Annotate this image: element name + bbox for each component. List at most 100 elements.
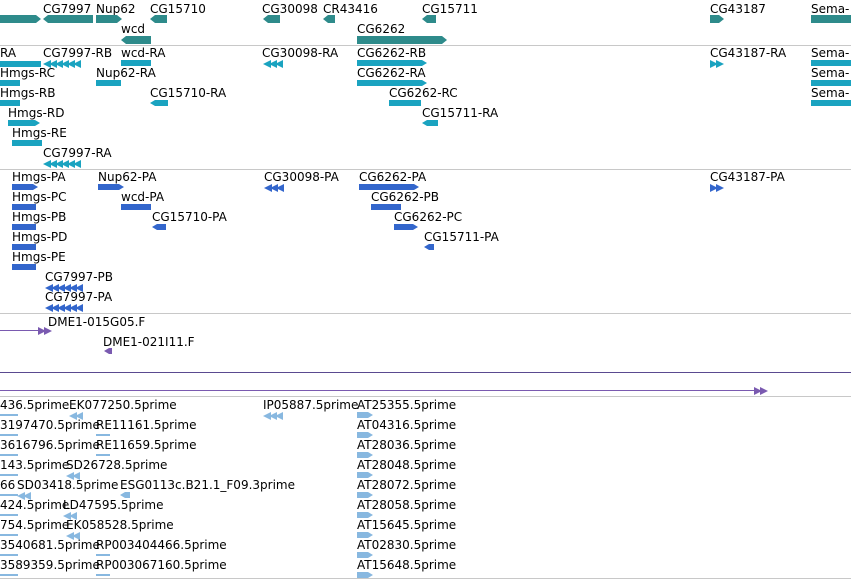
transcript-label[interactable]: CG6262-RC <box>389 86 458 100</box>
est-feature[interactable] <box>357 492 373 498</box>
transcript-feature[interactable] <box>150 100 168 106</box>
est-label[interactable]: AT02830.5prime <box>357 538 457 552</box>
gene-label[interactable]: Sema- <box>811 2 850 16</box>
transcript-label[interactable]: CG7997-RA <box>43 146 112 160</box>
transcript-label[interactable]: CG6262-RA <box>357 66 426 80</box>
est-label[interactable]: RE11161.5prime <box>96 418 197 432</box>
clone-line[interactable] <box>0 330 48 331</box>
gene-label[interactable]: wcd <box>121 22 146 36</box>
est-label[interactable]: 436.5prime <box>0 398 70 412</box>
transcript-feature[interactable] <box>121 60 151 66</box>
est-label[interactable]: ESG0113c.B21.1_F09.3prime <box>120 478 295 492</box>
transcript-feature[interactable] <box>96 80 121 86</box>
est-feature[interactable] <box>0 434 18 436</box>
protein-feature[interactable] <box>121 204 151 210</box>
protein-label[interactable]: CG6262-PB <box>371 190 440 204</box>
est-feature[interactable] <box>0 454 18 456</box>
protein-label[interactable]: CG15711-PA <box>424 230 499 244</box>
gene-feature[interactable] <box>811 15 851 23</box>
est-feature[interactable] <box>0 534 18 536</box>
transcript-feature[interactable] <box>357 60 427 66</box>
transcript-feature[interactable] <box>12 140 42 146</box>
protein-feature[interactable] <box>424 244 434 250</box>
protein-label[interactable]: CG15710-PA <box>152 210 227 224</box>
transcript-feature[interactable] <box>389 100 421 106</box>
est-feature[interactable] <box>357 552 373 558</box>
gene-feature[interactable] <box>121 36 151 44</box>
est-label[interactable]: 424.5prime <box>0 498 70 512</box>
transcript-feature[interactable] <box>0 80 20 86</box>
gene-feature[interactable] <box>263 15 280 23</box>
est-feature[interactable] <box>96 454 110 456</box>
protein-feature[interactable] <box>152 224 166 230</box>
clone-label[interactable]: DME1-015G05.F <box>48 315 146 329</box>
est-feature[interactable] <box>357 452 373 458</box>
gene-feature[interactable] <box>43 15 93 23</box>
est-label[interactable]: 3616796.5prime <box>0 438 100 452</box>
est-feature[interactable] <box>0 414 18 416</box>
clone-feature[interactable] <box>104 348 112 354</box>
est-feature[interactable] <box>0 474 18 476</box>
est-label[interactable]: RE11659.5prime <box>96 438 197 452</box>
est-label[interactable]: LD47595.5prime <box>63 498 164 512</box>
est-feature[interactable] <box>0 514 18 516</box>
gene-label[interactable]: CG7997 <box>43 2 92 16</box>
est-label[interactable]: SD26728.5prime <box>66 458 168 472</box>
transcript-label[interactable]: CG30098-RA <box>262 46 339 60</box>
est-label[interactable]: EK058528.5prime <box>66 518 174 532</box>
transcript-feature[interactable] <box>811 60 851 66</box>
protein-feature[interactable] <box>98 184 124 190</box>
protein-label[interactable]: Hmgs-PA <box>12 170 66 184</box>
protein-feature[interactable] <box>12 184 38 190</box>
est-label[interactable]: AT28058.5prime <box>357 498 457 512</box>
gene-feature[interactable] <box>323 15 335 23</box>
gene-feature[interactable] <box>710 15 724 23</box>
gene-label[interactable]: CG15711 <box>422 2 478 16</box>
gene-feature[interactable] <box>0 15 41 23</box>
transcript-feature[interactable] <box>0 61 41 67</box>
est-label[interactable]: 3540681.5prime <box>0 538 100 552</box>
est-feature[interactable] <box>120 492 130 498</box>
protein-label[interactable]: Hmgs-PD <box>12 230 68 244</box>
protein-label[interactable]: Hmgs-PE <box>12 250 66 264</box>
est-feature[interactable] <box>0 494 18 496</box>
gene-label[interactable]: CG15710 <box>150 2 206 16</box>
est-label[interactable]: AT25355.5prime <box>357 398 457 412</box>
est-feature[interactable] <box>357 532 373 538</box>
transcript-label[interactable]: Hmgs-RC <box>0 66 56 80</box>
est-label[interactable]: AT15645.5prime <box>357 518 457 532</box>
est-feature[interactable] <box>0 574 18 576</box>
est-label[interactable]: RP003067160.5prime <box>96 558 227 572</box>
transcript-feature[interactable] <box>422 120 438 126</box>
transcript-label[interactable]: Sema- <box>811 66 850 80</box>
protein-label[interactable]: CG6262-PA <box>359 170 427 184</box>
protein-feature[interactable] <box>12 264 36 270</box>
gene-feature[interactable] <box>422 15 436 23</box>
gene-feature[interactable] <box>357 36 447 44</box>
est-label[interactable]: AT28048.5prime <box>357 458 457 472</box>
est-label[interactable]: SD03418.5prime <box>17 478 119 492</box>
transcript-feature[interactable] <box>0 100 20 106</box>
est-feature[interactable] <box>96 434 110 436</box>
transcript-label[interactable]: CG7997-RB <box>43 46 113 60</box>
transcript-label[interactable]: CG15711-RA <box>422 106 499 120</box>
est-label[interactable]: 754.5prime <box>0 518 70 532</box>
protein-feature[interactable] <box>12 244 36 250</box>
transcript-label[interactable]: Hmgs-RB <box>0 86 56 100</box>
est-label[interactable]: RP003404466.5prime <box>96 538 227 552</box>
transcript-label[interactable]: wcd-RA <box>121 46 166 60</box>
est-feature[interactable] <box>357 412 373 418</box>
est-label[interactable]: EK077250.5prime <box>69 398 177 412</box>
transcript-label[interactable]: Hmgs-RE <box>12 126 67 140</box>
gene-label[interactable]: CG6262 <box>357 22 406 36</box>
protein-label[interactable]: CG43187-PA <box>710 170 785 184</box>
gene-label[interactable]: CG43187 <box>710 2 766 16</box>
protein-label[interactable]: Nup62-PA <box>98 170 157 184</box>
est-label[interactable]: AT04316.5prime <box>357 418 457 432</box>
transcript-label[interactable]: Sema- <box>811 46 850 60</box>
transcript-label[interactable]: Nup62-RA <box>96 66 156 80</box>
transcript-label[interactable]: Sema- <box>811 86 850 100</box>
est-label[interactable]: 143.5prime <box>0 458 70 472</box>
transcript-feature[interactable] <box>811 100 851 106</box>
protein-label[interactable]: CG30098-PA <box>264 170 339 184</box>
